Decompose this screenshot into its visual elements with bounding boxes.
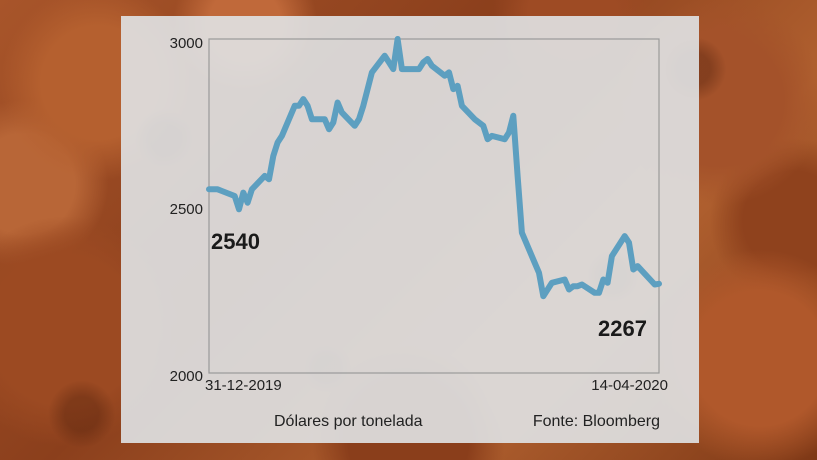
- y-tick-label: 2500: [170, 201, 203, 218]
- y-tick-label: 3000: [170, 35, 203, 52]
- plot-frame: [208, 38, 660, 374]
- end-value-label: 2267: [598, 316, 647, 341]
- y-tick-label: 2000: [170, 368, 203, 385]
- start-value-label: 2540: [211, 229, 260, 254]
- price-series-line: [206, 36, 662, 300]
- series-layer: [206, 36, 662, 300]
- x-tick-label-end: 14-04-2020: [591, 377, 668, 394]
- source-caption: Fonte: Bloomberg: [533, 413, 660, 430]
- y-unit-caption: Dólares por tonelada: [274, 413, 423, 430]
- x-tick-label-start: 31-12-2019: [205, 377, 282, 394]
- chart-panel: [121, 16, 699, 443]
